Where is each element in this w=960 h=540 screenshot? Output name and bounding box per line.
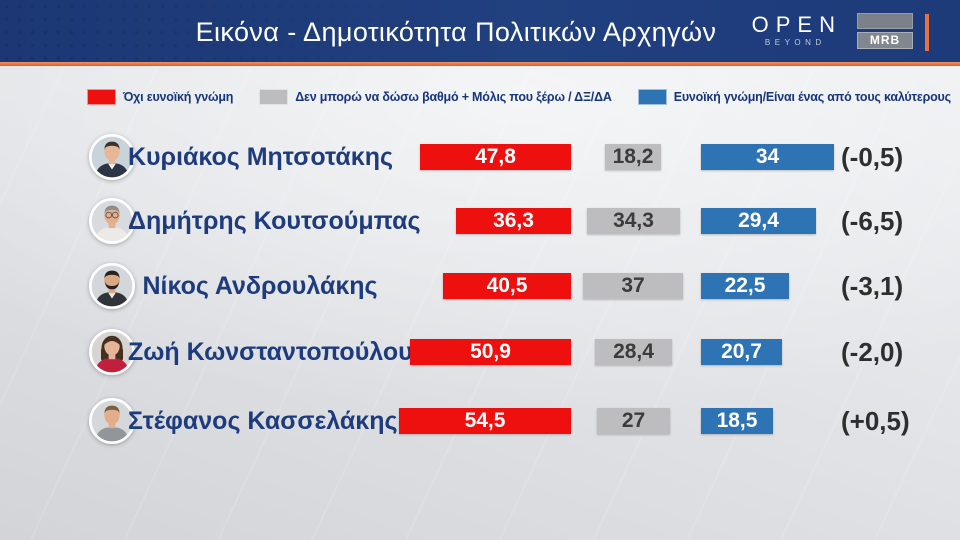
header-bar: Εικόνα - Δημοτικότητα Πολιτικών Αρχηγών … bbox=[0, 0, 960, 62]
positive-legend-swatch bbox=[637, 89, 667, 105]
change-value: (-0,5) bbox=[841, 142, 904, 172]
positive-bar: 29,4 bbox=[701, 208, 816, 234]
change-value: (+0,5) bbox=[841, 406, 910, 436]
orange-accent-bar bbox=[925, 14, 929, 51]
legend-item-neutral: Δεν μπορώ να δώσω βαθμό + Μόλις που ξέρω… bbox=[259, 89, 612, 105]
legend-label: Δεν μπορώ να δώσω βαθμό + Μόλις που ξέρω… bbox=[295, 90, 612, 104]
leader-name: Ζωή Κωνσταντοπούλου bbox=[128, 338, 413, 366]
negative-bar: 50,9 bbox=[410, 339, 571, 365]
positive-bar: 18,5 bbox=[701, 408, 773, 434]
page-title: Εικόνα - Δημοτικότητα Πολιτικών Αρχηγών bbox=[195, 17, 717, 47]
neutral-bar: 28,4 bbox=[595, 339, 672, 365]
change-value: (-3,1) bbox=[841, 271, 904, 301]
leader-photo bbox=[89, 198, 135, 244]
positive-bar: 22,5 bbox=[701, 273, 789, 299]
positive-bar: 34 bbox=[701, 144, 834, 170]
beyond-label: BEYOND bbox=[764, 38, 826, 47]
negative-bar: 54,5 bbox=[399, 408, 571, 434]
leader-name: Νίκος Ανδρουλάκης bbox=[142, 272, 378, 300]
change-value: (-6,5) bbox=[841, 206, 904, 236]
neutral-bar: 37 bbox=[583, 273, 683, 299]
mrb-logo-block bbox=[857, 13, 913, 29]
neutral-legend-swatch bbox=[259, 89, 289, 105]
negative-bar: 36,3 bbox=[456, 208, 571, 234]
legend-item-negative: Όχι ευνοϊκή γνώμη bbox=[87, 89, 233, 105]
leader-name: Κυριάκος Μητσοτάκης bbox=[128, 143, 393, 171]
leader-photo bbox=[89, 263, 135, 309]
negative-bar: 40,5 bbox=[443, 273, 571, 299]
mrb-logo-text: MRB bbox=[857, 32, 913, 49]
chart-area: Όχι ευνοϊκή γνώμη Δεν μπορώ να δώσω βαθμό… bbox=[0, 66, 960, 540]
mrb-logo: MRB bbox=[857, 13, 913, 49]
leader-name: Δημήτρης Κουτσούμπας bbox=[128, 207, 421, 235]
negative-legend-swatch bbox=[87, 89, 117, 105]
leader-photo bbox=[89, 134, 135, 180]
change-value: (-2,0) bbox=[841, 337, 904, 367]
open-logo-text: OPEN bbox=[751, 12, 842, 37]
positive-bar: 20,7 bbox=[701, 339, 782, 365]
open-logo: OPEN BEYOND bbox=[745, 12, 842, 48]
legend-label: Ευνοϊκή γνώμη/Είναι ένας από τους καλύτε… bbox=[673, 90, 951, 104]
leader-photo bbox=[89, 329, 135, 375]
legend-item-positive: Ευνοϊκή γνώμη/Είναι ένας από τους καλύτε… bbox=[637, 89, 951, 105]
leader-name: Στέφανος Κασσελάκης bbox=[128, 407, 398, 435]
legend-label: Όχι ευνοϊκή γνώμη bbox=[123, 90, 234, 104]
legend: Όχι ευνοϊκή γνώμη Δεν μπορώ να δώσω βαθμό… bbox=[78, 89, 960, 105]
neutral-bar: 34,3 bbox=[587, 208, 680, 234]
header-divider bbox=[0, 62, 960, 66]
neutral-bar: 18,2 bbox=[605, 144, 661, 170]
leader-photo bbox=[89, 398, 135, 444]
neutral-bar: 27 bbox=[597, 408, 670, 434]
negative-bar: 47,8 bbox=[420, 144, 571, 170]
